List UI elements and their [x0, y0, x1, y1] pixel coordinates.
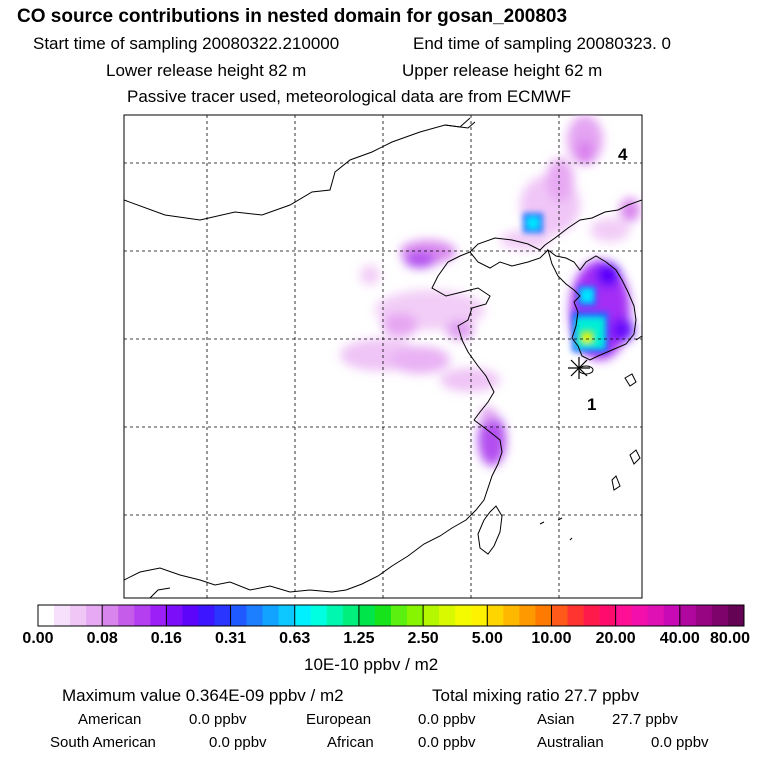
colorbar-unit: 10E-10 ppbv / m2: [304, 655, 439, 674]
region-name-asian: Asian: [537, 711, 575, 728]
lower-release-height: Lower release height 82 m: [106, 61, 307, 80]
region-value-european: 0.0 ppbv: [418, 711, 476, 728]
colorbar-cell: [503, 605, 520, 626]
colorbar-cell: [54, 605, 71, 626]
colorbar-cell: [134, 605, 151, 626]
concentration-field: [340, 115, 640, 466]
colorbar-cell: [551, 605, 568, 626]
region-name-american: American: [78, 711, 142, 728]
colorbar-cell: [599, 605, 616, 626]
end-time-label: End time of sampling 20080323. 0: [413, 34, 672, 53]
colorbar-cell: [615, 605, 632, 626]
colorbar-tick-label: 10.00: [531, 630, 572, 647]
colorbar-cell: [358, 605, 376, 626]
colorbar-cell: [535, 605, 552, 626]
region-value-african: 0.0 ppbv: [418, 734, 476, 751]
upper-release-height: Upper release height 62 m: [402, 61, 603, 80]
colorbar-cell: [198, 605, 215, 626]
colorbar-cell: [695, 605, 713, 626]
colorbar-cell: [439, 605, 456, 626]
receptor-star-icon: [568, 357, 590, 379]
colorbar-tick-label: 0.08: [86, 630, 118, 647]
colorbar-cell: [567, 605, 584, 626]
colorbar-cell: [487, 605, 504, 626]
colorbar-cell: [182, 605, 199, 626]
colorbar-cell: [391, 605, 408, 626]
marker-label-1: 1: [587, 395, 596, 414]
colorbar-cell: [246, 605, 263, 626]
colorbar-cell: [262, 605, 279, 626]
region-value-asian: 27.7 ppbv: [612, 711, 678, 728]
colorbar-cell: [278, 605, 296, 626]
coastlines: [124, 117, 642, 598]
colorbar-cell: [230, 605, 247, 626]
region-name-african: African: [327, 734, 374, 751]
colorbar-cell: [326, 605, 344, 626]
colorbar-cell: [407, 605, 424, 626]
colorbar-cell: [214, 605, 231, 626]
source-contribution-map: 1 4: [37, 114, 745, 627]
colorbar-tick-label: 0.31: [214, 630, 247, 647]
colorbar-cell: [727, 605, 745, 626]
maximum-value: Maximum value 0.364E-09 ppbv / m2: [62, 686, 344, 705]
colorbar-cell: [102, 605, 119, 626]
region-name-south-american: South American: [50, 734, 156, 751]
colorbar-tick-label: 1.25: [343, 630, 375, 647]
marker-label-4: 4: [618, 145, 628, 164]
colorbar-cell: [455, 605, 472, 626]
colorbar-cell: [374, 605, 392, 626]
figure-title: CO source contributions in nested domain…: [17, 6, 568, 27]
colorbar-cell: [342, 605, 360, 626]
region-value-australian: 0.0 ppbv: [651, 734, 709, 751]
colorbar-tick-label: 0.16: [150, 630, 182, 647]
tracer-note: Passive tracer used, meteorological data…: [127, 87, 572, 106]
colorbar-tick-label: 40.00: [659, 630, 700, 647]
region-name-european: European: [306, 711, 372, 728]
colorbar-cell: [711, 605, 729, 626]
colorbar-cell: [118, 605, 135, 626]
colorbar-cell: [150, 605, 167, 626]
colorbar-tick-label: 20.00: [595, 630, 636, 647]
colorbar-cell: [583, 605, 600, 626]
lat-lon-grid: [124, 115, 642, 598]
region-name-australian: Australian: [537, 734, 604, 751]
colorbar-cell: [166, 605, 183, 626]
colorbar-tick-label: 80.00: [709, 630, 751, 647]
colorbar-cell: [471, 605, 488, 626]
region-value-american: 0.0 ppbv: [189, 711, 247, 728]
start-time-label: Start time of sampling 20080322.210000: [33, 34, 340, 53]
colorbar-cell: [294, 605, 312, 626]
colorbar-cell: [310, 605, 328, 626]
colorbar-tick-label: 2.50: [407, 630, 439, 647]
colorbar-tick-label: 0.63: [279, 630, 311, 647]
colorbar-cell: [519, 605, 536, 626]
colorbar-cell: [38, 605, 55, 626]
colorbar-cell: [631, 605, 649, 626]
colorbar-cell: [70, 605, 87, 626]
total-mixing-ratio: Total mixing ratio 27.7 ppbv: [432, 686, 639, 705]
colorbar-cell: [647, 605, 665, 626]
colorbar-cell: [663, 605, 681, 626]
colorbar: [37, 604, 745, 627]
colorbar-tick-label: 0.00: [22, 630, 54, 647]
colorbar-tick-label: 5.00: [471, 630, 503, 647]
colorbar-cell: [423, 605, 440, 626]
region-value-south-american: 0.0 ppbv: [209, 734, 267, 751]
colorbar-cell: [86, 605, 103, 626]
colorbar-cell: [679, 605, 697, 626]
